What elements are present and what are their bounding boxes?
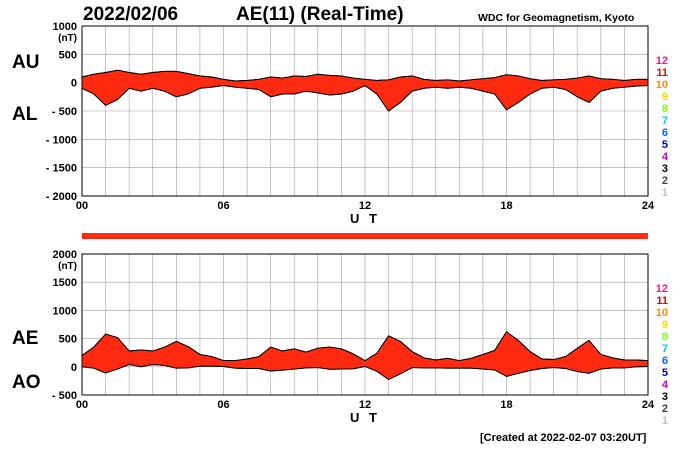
created-timestamp: [Created at 2022-02-07 03:20UT]	[480, 432, 647, 444]
lower-station-level-label: 11	[656, 295, 668, 307]
chart-title: AE(11) (Real-Time)	[236, 4, 404, 25]
upper-ytick-label: - 1000	[46, 134, 77, 146]
upper-station-level-label: 10	[656, 79, 668, 91]
lower-ytick-label: 1000	[53, 305, 77, 317]
au-label: AU	[12, 52, 40, 73]
ae-label: AE	[12, 328, 39, 349]
upper-xtick-label: 24	[642, 200, 655, 212]
upper-ytick-label: 0	[71, 78, 77, 90]
upper-ytick-label: - 1500	[46, 163, 77, 175]
lower-xtick-label: 12	[359, 399, 371, 411]
lower-ytick-label: 500	[59, 334, 77, 346]
upper-ytick-label: - 2000	[46, 191, 77, 203]
lower-station-level-label: 3	[662, 391, 668, 403]
lower-station-level-label: 9	[662, 319, 668, 331]
lower-station-level-label: 6	[662, 355, 668, 367]
upper-xtick-label: 06	[217, 200, 229, 212]
upper-ytick-label: - 500	[52, 106, 77, 118]
upper-xlabel: U T	[350, 211, 380, 226]
lower-ytick-label: 2000	[53, 249, 77, 261]
upper-station-level-label: 7	[662, 115, 668, 127]
upper-ylabel: (nT)	[58, 33, 77, 44]
lower-station-level-label: 4	[662, 379, 669, 391]
ao-label: AO	[12, 372, 41, 393]
upper-station-level-label: 1	[662, 187, 668, 199]
upper-station-level-label: 4	[662, 151, 669, 163]
upper-ytick-label: 500	[59, 49, 77, 61]
lower-xtick-label: 00	[76, 399, 88, 411]
lower-ylabel: (nT)	[58, 261, 77, 272]
lower-xtick-label: 06	[217, 399, 229, 411]
al-label: AL	[12, 104, 38, 125]
upper-station-level-label: 11	[656, 67, 668, 79]
upper-station-level-label: 2	[662, 175, 668, 187]
upper-plot-frame	[81, 25, 649, 197]
lower-station-level-label: 2	[662, 403, 668, 415]
upper-xtick-label: 18	[500, 200, 512, 212]
upper-station-level-label: 12	[656, 55, 668, 67]
lower-xtick-label: 18	[500, 399, 512, 411]
date-label: 2022/02/06	[83, 4, 179, 25]
lower-station-level-label: 8	[662, 331, 668, 343]
upper-station-level-label: 6	[662, 127, 668, 139]
upper-xtick-label: 00	[76, 200, 88, 212]
upper-station-level-label: 9	[662, 91, 668, 103]
lower-ytick-label: 0	[71, 362, 77, 374]
data-status-strip	[82, 233, 648, 239]
lower-station-level-label: 7	[662, 343, 668, 355]
lower-plot-frame	[81, 253, 649, 396]
lower-ytick-label: 1500	[53, 277, 77, 289]
upper-station-level-label: 5	[662, 139, 668, 151]
lower-ytick-label: - 500	[52, 390, 77, 402]
lower-series-ao-line	[81, 364, 649, 381]
upper-series-al-line	[81, 84, 649, 112]
upper-xtick-label: 12	[359, 200, 371, 212]
lower-xtick-label: 24	[642, 399, 655, 411]
upper-series-au-line	[81, 69, 648, 82]
lower-station-level-label: 5	[662, 367, 668, 379]
upper-station-level-label: 3	[662, 163, 668, 175]
lower-station-level-label: 1	[662, 415, 668, 427]
lower-station-level-label: 10	[656, 307, 668, 319]
lower-xlabel: U T	[350, 410, 380, 425]
upper-ytick-label: 1000	[53, 21, 77, 33]
lower-station-level-label: 12	[656, 283, 668, 295]
lower-series-ae-line	[81, 331, 649, 362]
source-label: WDC for Geomagnetism, Kyoto	[478, 12, 635, 24]
upper-station-level-label: 8	[662, 103, 668, 115]
